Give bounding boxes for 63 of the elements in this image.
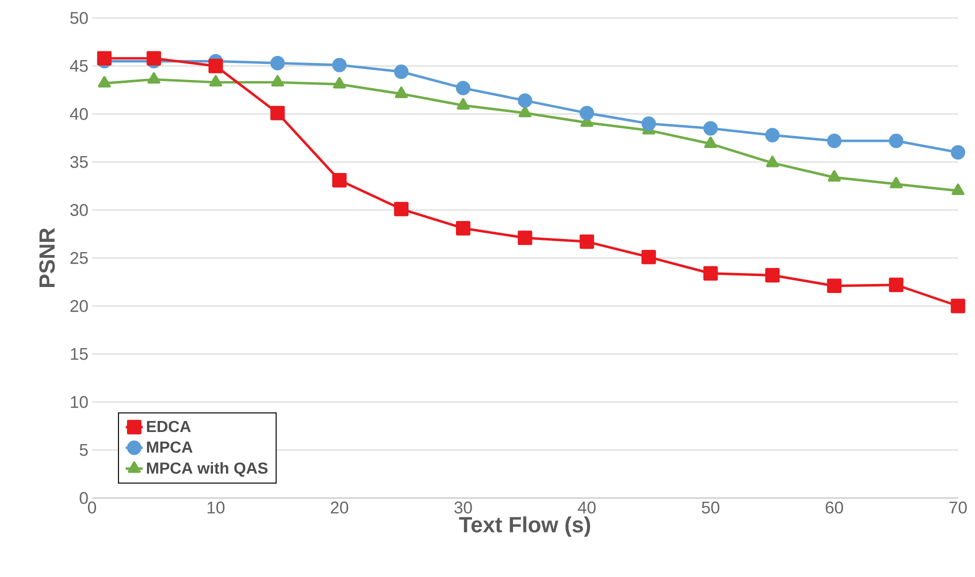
point	[456, 98, 470, 110]
x-tick-label: 40	[578, 502, 596, 514]
x-tick-label: 70	[949, 502, 967, 514]
point	[147, 72, 160, 84]
legend-label: MPCA with QAS	[147, 462, 268, 477]
x-tick-label: 20	[330, 502, 348, 514]
point	[950, 298, 966, 314]
point	[97, 51, 112, 66]
x-tick-label: 0	[88, 502, 96, 514]
point	[332, 58, 347, 72]
point	[580, 234, 594, 249]
point	[765, 128, 780, 142]
point	[890, 176, 903, 188]
point	[703, 121, 718, 136]
y-tick-label: 40	[70, 108, 88, 120]
x-tick-label: 50	[702, 502, 720, 514]
y-tick-label: 25	[70, 252, 88, 264]
x-axis-title: Text Flow (s)	[459, 516, 590, 537]
x-tick-label: 60	[826, 502, 844, 514]
y-tick-label: 30	[70, 204, 88, 216]
point	[394, 86, 408, 98]
y-tick-label: 0	[80, 492, 88, 504]
x-tick-label: 30	[454, 502, 472, 514]
point	[271, 75, 284, 87]
point	[827, 134, 842, 148]
y-tick-label: 35	[70, 156, 88, 168]
point	[333, 77, 346, 88]
point	[827, 278, 842, 294]
x-tick-label: 10	[208, 502, 224, 514]
point	[704, 136, 717, 148]
y-tick-label: 10	[70, 396, 88, 408]
y-tick-label: 20	[70, 300, 88, 312]
point	[518, 93, 532, 108]
point	[888, 278, 904, 292]
y-tick-label: 5	[80, 444, 88, 456]
point	[952, 184, 964, 196]
point	[209, 75, 222, 87]
y-axis-title: PSNR	[39, 228, 55, 287]
point	[766, 156, 779, 168]
point	[703, 266, 718, 281]
point	[828, 170, 841, 182]
point	[456, 221, 470, 236]
y-tick-label: 50	[70, 12, 88, 24]
point	[765, 268, 780, 282]
point	[580, 106, 594, 120]
point	[950, 145, 966, 160]
point	[98, 76, 111, 88]
legend-label: EDCA	[147, 420, 191, 432]
point	[394, 202, 409, 216]
y-tick-label: 45	[70, 60, 88, 72]
point	[641, 250, 656, 264]
point	[456, 80, 470, 96]
point	[518, 230, 532, 246]
point	[332, 173, 347, 188]
point	[270, 106, 285, 120]
y-tick-label: 15	[70, 348, 88, 360]
point	[888, 134, 904, 148]
point	[641, 116, 656, 131]
point	[146, 51, 162, 66]
legend-label: MPCA	[147, 441, 192, 453]
point	[208, 58, 223, 74]
point	[270, 56, 285, 70]
point	[394, 64, 409, 79]
